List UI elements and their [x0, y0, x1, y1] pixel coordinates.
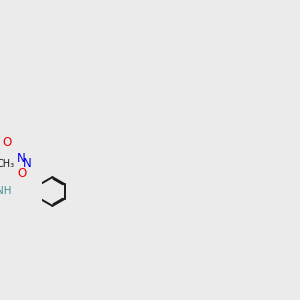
Text: N: N — [23, 157, 32, 170]
Text: NH: NH — [0, 186, 12, 196]
Text: O: O — [17, 167, 26, 180]
Text: CH₃: CH₃ — [0, 159, 14, 170]
Text: O: O — [2, 136, 11, 149]
Text: N: N — [17, 152, 26, 165]
